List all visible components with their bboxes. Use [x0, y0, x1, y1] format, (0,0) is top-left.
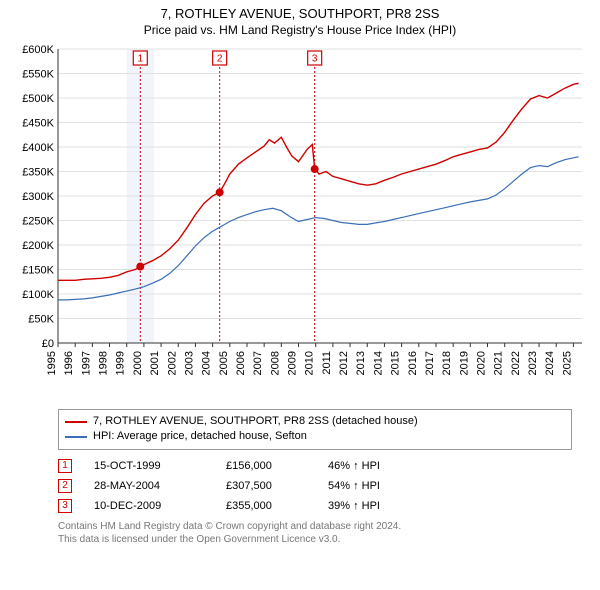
legend-swatch [65, 421, 87, 423]
svg-text:2011: 2011 [321, 351, 333, 375]
svg-text:£0: £0 [42, 338, 54, 350]
svg-text:2000: 2000 [132, 351, 144, 375]
event-date: 10-DEC-2009 [94, 500, 204, 512]
event-pct: 54% ↑ HPI [328, 480, 428, 492]
svg-text:2008: 2008 [269, 351, 281, 375]
event-price: £355,000 [226, 500, 306, 512]
legend-item: HPI: Average price, detached house, Seft… [65, 429, 565, 444]
event-pct: 46% ↑ HPI [328, 460, 428, 472]
svg-text:2022: 2022 [510, 351, 522, 375]
svg-text:2021: 2021 [493, 351, 505, 375]
svg-text:1997: 1997 [80, 351, 92, 375]
svg-text:£300K: £300K [22, 191, 54, 203]
svg-text:1: 1 [138, 54, 144, 65]
footer-line: This data is licensed under the Open Gov… [58, 533, 572, 546]
svg-text:2007: 2007 [252, 351, 264, 375]
footer-attribution: Contains HM Land Registry data © Crown c… [58, 520, 572, 546]
svg-text:£150K: £150K [22, 265, 54, 277]
chart-title: 7, ROTHLEY AVENUE, SOUTHPORT, PR8 2SS [10, 6, 590, 21]
event-marker-icon: 1 [58, 459, 72, 473]
svg-text:2010: 2010 [304, 351, 316, 375]
event-price: £307,500 [226, 480, 306, 492]
svg-text:3: 3 [312, 54, 318, 65]
svg-text:£50K: £50K [28, 314, 54, 326]
legend-label: HPI: Average price, detached house, Seft… [93, 429, 307, 444]
svg-text:2014: 2014 [372, 351, 384, 375]
svg-text:2: 2 [217, 54, 223, 65]
legend-swatch [65, 436, 87, 438]
svg-text:2001: 2001 [149, 351, 161, 375]
svg-text:2002: 2002 [166, 351, 178, 375]
svg-text:2009: 2009 [287, 351, 299, 375]
legend-item: 7, ROTHLEY AVENUE, SOUTHPORT, PR8 2SS (d… [65, 414, 565, 429]
event-date: 15-OCT-1999 [94, 460, 204, 472]
event-price: £156,000 [226, 460, 306, 472]
svg-text:2012: 2012 [338, 351, 350, 375]
svg-text:£200K: £200K [22, 240, 54, 252]
event-row: 3 10-DEC-2009 £355,000 39% ↑ HPI [58, 496, 572, 516]
svg-text:£350K: £350K [22, 167, 54, 179]
svg-text:2018: 2018 [441, 351, 453, 375]
svg-text:2006: 2006 [235, 351, 247, 375]
event-row: 1 15-OCT-1999 £156,000 46% ↑ HPI [58, 456, 572, 476]
event-row: 2 28-MAY-2004 £307,500 54% ↑ HPI [58, 476, 572, 496]
svg-text:2019: 2019 [458, 351, 470, 375]
chart-subtitle: Price paid vs. HM Land Registry's House … [10, 23, 590, 37]
svg-text:2024: 2024 [544, 351, 556, 375]
event-marker-icon: 2 [58, 479, 72, 493]
footer-line: Contains HM Land Registry data © Crown c… [58, 520, 572, 533]
svg-text:2004: 2004 [201, 351, 213, 375]
event-pct: 39% ↑ HPI [328, 500, 428, 512]
svg-text:£600K: £600K [22, 44, 54, 56]
svg-text:2015: 2015 [390, 351, 402, 375]
events-table: 1 15-OCT-1999 £156,000 46% ↑ HPI 2 28-MA… [58, 456, 572, 516]
svg-text:2016: 2016 [407, 351, 419, 375]
svg-text:2023: 2023 [527, 351, 539, 375]
svg-text:2005: 2005 [218, 351, 230, 375]
chart-area: £0 £50K £100K £150K £200K £250K £300K £350K £400… [10, 43, 590, 403]
event-date: 28-MAY-2004 [94, 480, 204, 492]
svg-text:2025: 2025 [561, 351, 573, 375]
svg-text:1999: 1999 [115, 351, 127, 375]
line-chart: £0 £50K £100K £150K £200K £250K £300K £350K £400… [10, 43, 590, 403]
svg-text:£500K: £500K [22, 93, 54, 105]
svg-text:2017: 2017 [424, 351, 436, 375]
event-marker-icon: 3 [58, 499, 72, 513]
svg-text:£400K: £400K [22, 142, 54, 154]
legend: 7, ROTHLEY AVENUE, SOUTHPORT, PR8 2SS (d… [58, 409, 572, 450]
svg-text:1996: 1996 [63, 351, 75, 375]
svg-text:£100K: £100K [22, 289, 54, 301]
svg-text:1998: 1998 [98, 351, 110, 375]
svg-text:2013: 2013 [355, 351, 367, 375]
svg-text:£550K: £550K [22, 69, 54, 81]
svg-text:£250K: £250K [22, 216, 54, 228]
legend-label: 7, ROTHLEY AVENUE, SOUTHPORT, PR8 2SS (d… [93, 414, 418, 429]
svg-text:£450K: £450K [22, 118, 54, 130]
svg-text:1995: 1995 [46, 351, 58, 375]
svg-text:2020: 2020 [476, 351, 488, 375]
svg-text:2003: 2003 [183, 351, 195, 375]
